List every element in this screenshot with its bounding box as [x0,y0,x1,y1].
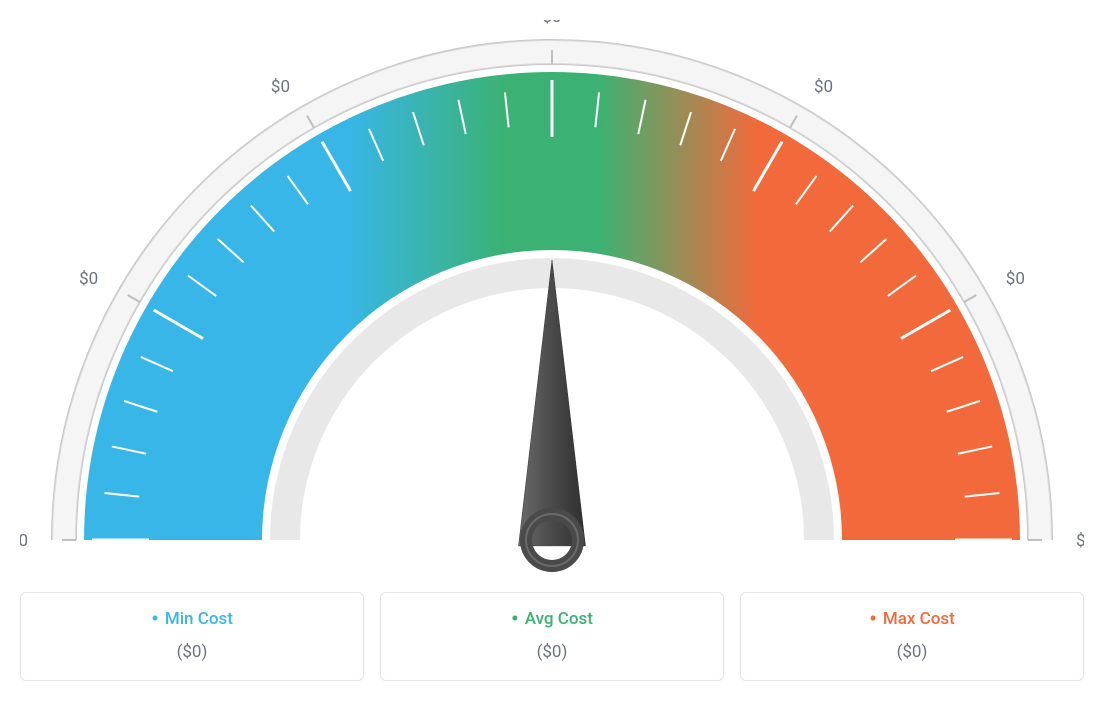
legend-row: Min Cost ($0) Avg Cost ($0) Max Cost ($0… [20,592,1084,681]
gauge-tick-label: $0 [79,269,98,289]
legend-card-max: Max Cost ($0) [740,592,1084,681]
gauge-chart: $0 $0 $0 $0 $0 $0 $0 [20,20,1084,580]
legend-card-avg: Avg Cost ($0) [380,592,724,681]
legend-label-avg: Avg Cost [401,607,703,632]
gauge-needle [519,260,586,546]
gauge-chart-wrapper: $0 $0 $0 $0 $0 $0 $0 Min Cost ($0) Avg Cost ($… [20,20,1084,681]
legend-label-max: Max Cost [761,607,1063,632]
gauge-tick-label: $0 [271,77,290,97]
gauge-tick-label: $0 [814,77,833,97]
gauge-tick-label: $0 [1076,531,1084,551]
gauge-tick-label: $0 [542,20,561,27]
legend-value-avg: ($0) [401,642,703,662]
legend-card-min: Min Cost ($0) [20,592,364,681]
gauge-tick-label: $0 [1006,269,1025,289]
gauge-svg: $0 $0 $0 $0 $0 $0 $0 [20,20,1084,580]
legend-value-min: ($0) [41,642,343,662]
legend-label-min: Min Cost [41,607,343,632]
gauge-tick-label: $0 [20,531,28,551]
legend-value-max: ($0) [761,642,1063,662]
